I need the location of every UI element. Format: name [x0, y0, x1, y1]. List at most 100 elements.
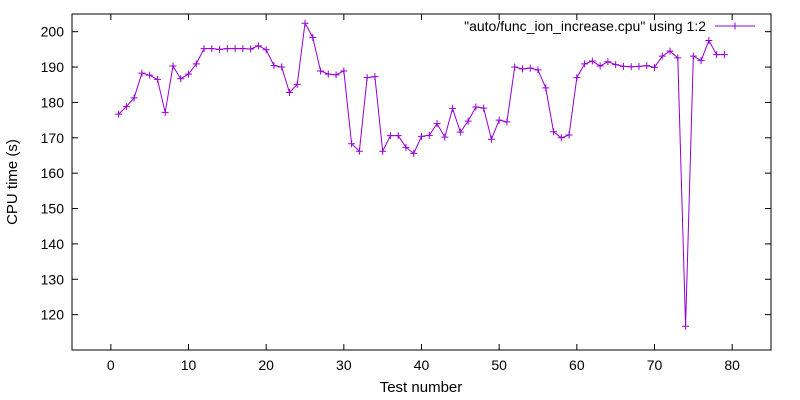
data-point-marker	[130, 94, 138, 102]
x-tick-label: 30	[336, 357, 352, 373]
data-point-marker	[192, 60, 200, 68]
data-point-marker	[177, 75, 185, 83]
data-point-marker	[379, 147, 387, 155]
data-point-marker	[464, 117, 472, 125]
data-point-marker	[689, 52, 697, 60]
x-tick-label: 70	[647, 357, 663, 373]
data-point-marker	[534, 66, 542, 74]
data-point-marker	[122, 103, 130, 111]
data-point-marker	[262, 46, 270, 54]
y-tick-label: 200	[41, 24, 65, 40]
data-point-marker	[518, 65, 526, 73]
data-point-marker	[231, 45, 239, 53]
data-point-marker	[301, 19, 309, 27]
y-tick-label: 120	[41, 307, 65, 323]
x-tick-label: 50	[491, 357, 507, 373]
data-point-marker	[596, 62, 604, 70]
data-point-marker	[402, 143, 410, 151]
x-tick-label: 10	[181, 357, 197, 373]
y-tick-label: 170	[41, 130, 65, 146]
data-point-marker	[511, 63, 519, 71]
data-point-marker	[239, 45, 247, 53]
x-tick-label: 0	[107, 357, 115, 373]
legend: "auto/func_ion_increase.cpu" using 1:2	[464, 18, 755, 34]
y-tick-label: 130	[41, 271, 65, 287]
data-point-marker	[418, 132, 425, 140]
data-point-marker	[612, 61, 620, 69]
data-point-marker	[487, 135, 495, 143]
data-point-marker	[216, 45, 224, 53]
data-point-marker	[682, 322, 690, 330]
data-point-marker	[348, 140, 356, 148]
data-point-marker	[223, 45, 231, 53]
data-point-marker	[441, 133, 449, 141]
x-tick-label: 20	[258, 357, 274, 373]
series-line	[118, 21, 725, 327]
series-layer	[115, 19, 728, 330]
data-point-marker	[581, 60, 589, 68]
data-point-marker	[340, 67, 348, 75]
data-point-marker	[185, 70, 192, 78]
y-axis-label: CPU time (s)	[4, 139, 21, 225]
data-point-marker	[324, 70, 332, 78]
data-point-marker	[433, 120, 441, 128]
data-point-marker	[705, 37, 713, 45]
data-point-marker	[293, 80, 301, 88]
data-point-marker	[651, 63, 658, 71]
y-tick-label: 190	[41, 59, 65, 75]
data-point-marker	[355, 147, 363, 155]
data-point-marker	[565, 131, 573, 139]
data-point-marker	[550, 128, 558, 136]
y-axis: 120 130 140 150 160 170 180 190 200	[41, 24, 771, 323]
legend-marker	[731, 22, 739, 30]
data-point-marker	[146, 71, 154, 79]
data-point-marker	[270, 62, 278, 70]
data-point-marker	[425, 131, 433, 139]
x-tick-label: 40	[414, 357, 430, 373]
data-point-marker	[720, 51, 728, 59]
data-point-marker	[627, 63, 635, 71]
x-tick-label: 80	[724, 357, 740, 373]
data-point-marker	[456, 128, 464, 136]
data-point-marker	[332, 71, 340, 79]
data-point-marker	[254, 42, 262, 50]
data-point-marker	[643, 62, 651, 70]
data-point-marker	[472, 103, 480, 111]
data-point-marker	[278, 63, 286, 71]
data-point-marker	[115, 110, 123, 118]
data-point-marker	[285, 89, 293, 97]
data-point-marker	[153, 75, 161, 83]
data-point-marker	[619, 62, 627, 70]
y-tick-label: 140	[41, 236, 65, 252]
plot-frame	[71, 13, 772, 351]
data-point-marker	[697, 57, 705, 65]
data-point-marker	[495, 116, 503, 124]
data-point-marker	[666, 47, 674, 55]
y-tick-label: 180	[41, 94, 65, 110]
y-tick-label: 150	[41, 201, 65, 217]
x-axis: 0 10 20 30 40 50 60 70 80	[107, 14, 740, 373]
data-point-marker	[208, 45, 216, 53]
x-tick-label: 60	[569, 357, 585, 373]
data-point-marker	[410, 149, 418, 157]
data-point-marker	[169, 62, 177, 70]
data-point-marker	[503, 118, 511, 126]
data-point-marker	[317, 67, 325, 75]
data-point-marker	[386, 132, 394, 140]
data-point-marker	[658, 52, 666, 60]
legend-marker-plus	[731, 22, 739, 30]
data-point-marker	[200, 45, 208, 53]
data-point-marker	[542, 84, 550, 92]
data-point-marker	[371, 73, 379, 81]
data-point-marker	[309, 33, 317, 41]
data-point-marker	[138, 69, 146, 77]
data-point-marker	[635, 62, 643, 70]
data-point-marker	[449, 104, 457, 112]
data-point-marker	[573, 74, 581, 82]
legend-label: "auto/func_ion_increase.cpu" using 1:2	[464, 18, 706, 34]
data-point-marker	[604, 58, 612, 66]
data-point-marker	[526, 64, 534, 72]
data-point-marker	[588, 57, 596, 65]
data-point-marker	[557, 134, 565, 142]
